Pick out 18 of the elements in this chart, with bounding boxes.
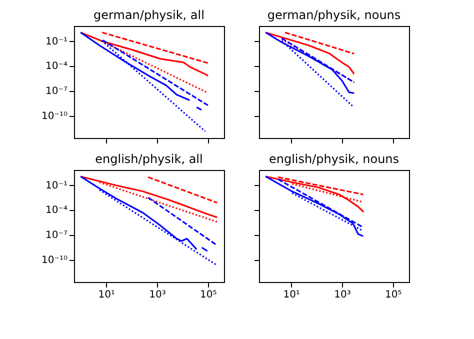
y-tick-label: 10⁻¹ (45, 180, 68, 192)
y-tick-label: 10⁻¹⁰ (41, 111, 68, 122)
x-tick-label: 10¹ (98, 290, 115, 300)
x-tick-label: 10³ (334, 290, 351, 300)
y-tick-label: 10⁻¹⁰ (41, 255, 68, 266)
y-tick-label: 10⁻⁴ (45, 61, 68, 72)
y-tick-label: 10⁻¹ (45, 36, 68, 48)
y-tick-label: 10⁻⁴ (45, 205, 68, 216)
chart-title: english/physik, nouns (268, 152, 400, 166)
chart-title: german/physik, nouns (267, 8, 401, 22)
y-tick-label: 10⁻⁷ (45, 230, 68, 242)
chart-title: german/physik, all (94, 8, 204, 22)
x-tick-label: 10¹ (283, 290, 300, 300)
x-tick-label: 10⁵ (200, 290, 217, 300)
y-tick-label: 10⁻⁷ (45, 86, 68, 98)
x-tick-label: 10³ (149, 290, 166, 300)
chart-title: english/physik, all (95, 152, 203, 166)
x-tick-label: 10⁵ (385, 290, 402, 300)
